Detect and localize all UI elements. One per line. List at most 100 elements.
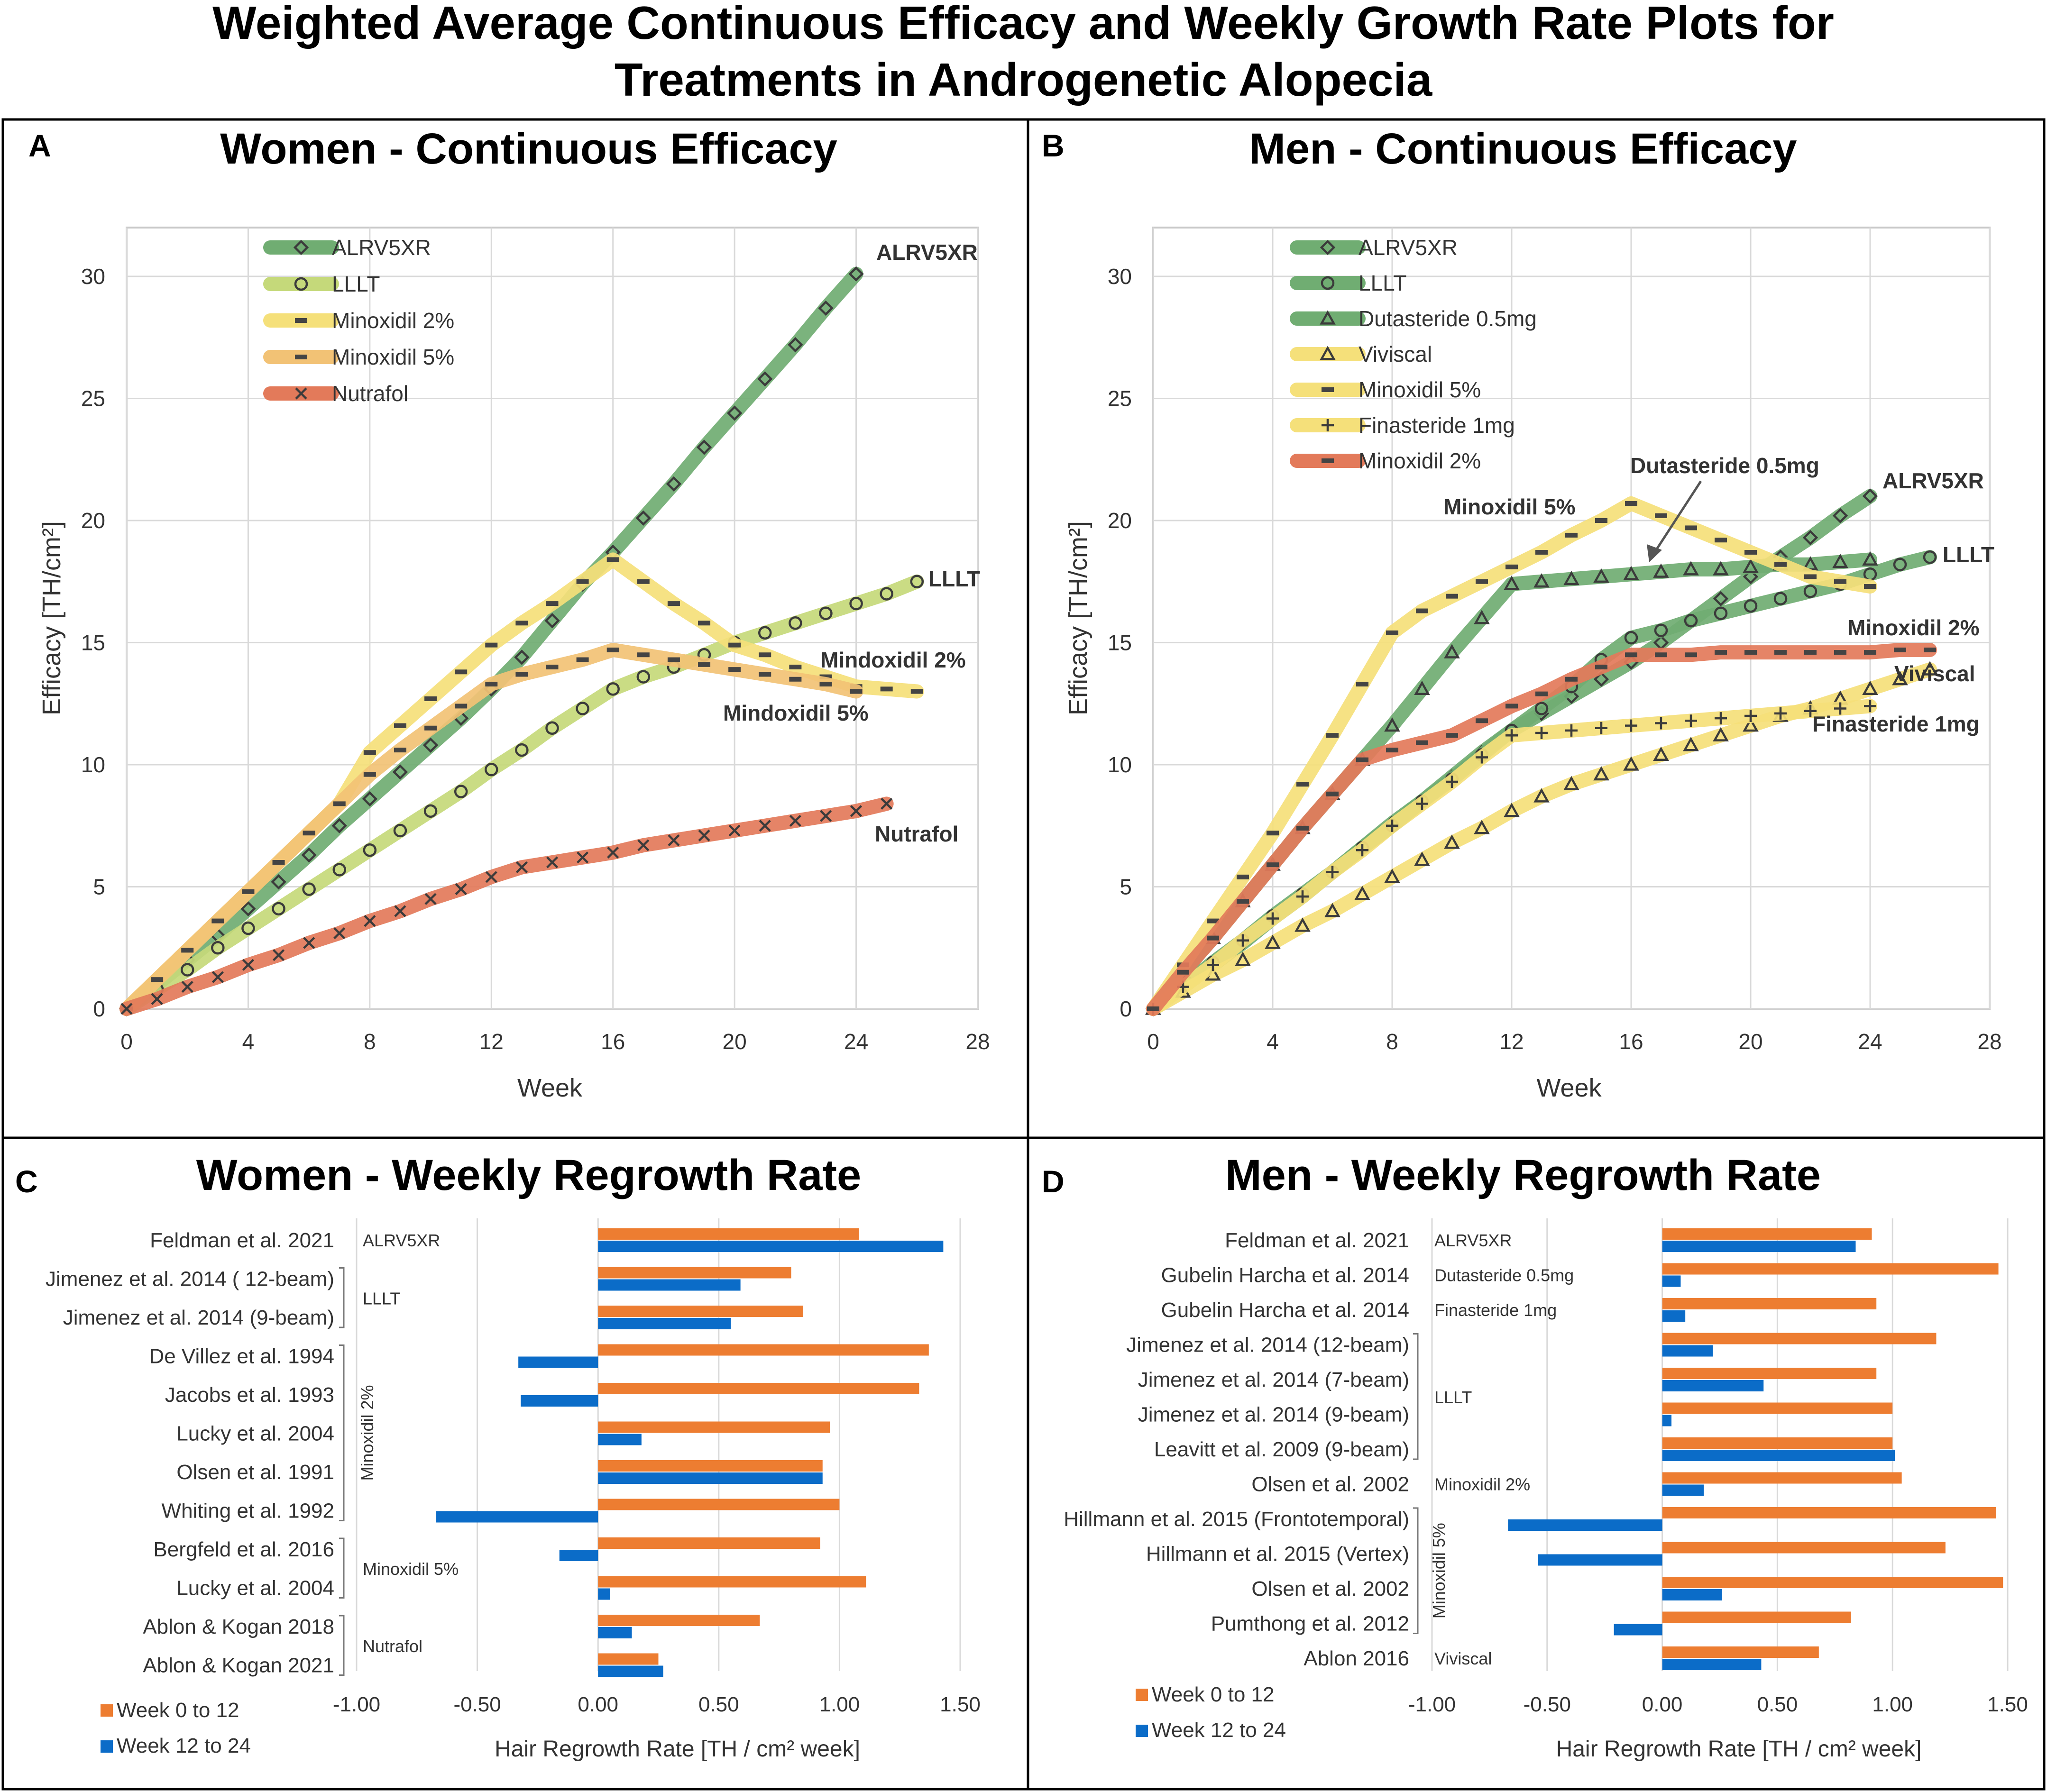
x-axis-label: Hair Regrowth Rate [TH / cm² week] [1556, 1737, 1922, 1762]
x-tick-label: 1.00 [819, 1693, 860, 1716]
data-point [546, 856, 559, 869]
x-tick-label: 4 [1267, 1029, 1279, 1054]
data-point [1593, 671, 1609, 687]
bar-week-0-to-12 [1662, 1472, 1902, 1484]
y-tick-label: 0 [1120, 997, 1132, 1021]
category-label: Pumthong et al. 2012 [1211, 1612, 1409, 1636]
group-bracket [339, 1615, 345, 1676]
data-point [1535, 691, 1548, 696]
data-point [819, 674, 832, 679]
data-point [881, 797, 893, 810]
data-point [1476, 751, 1488, 764]
series-nutrafol [119, 796, 894, 1016]
data-point [819, 606, 833, 620]
bar-week-0-to-12 [598, 1228, 859, 1240]
data-point [394, 905, 406, 917]
data-point [363, 843, 377, 857]
data-point [151, 993, 163, 1005]
data-point [1535, 549, 1548, 555]
data-point [819, 682, 832, 687]
data-point [1416, 797, 1428, 810]
series-line [119, 574, 924, 1016]
data-point [1655, 513, 1667, 518]
data-point [120, 1003, 133, 1015]
data-point [910, 689, 923, 694]
data-point [577, 851, 589, 864]
data-point [1265, 934, 1281, 949]
data-point [301, 847, 317, 863]
data-point [728, 824, 741, 837]
bar-week-12-to-24 [521, 1395, 598, 1407]
figure-title-line-1: Weighted Average Continuous Efficacy and… [212, 0, 1834, 49]
bar-week-12-to-24 [1662, 1450, 1895, 1461]
data-point [240, 901, 256, 917]
data-point [1386, 819, 1398, 832]
bar-week-12-to-24 [598, 1627, 632, 1638]
category-label: Ablon & Kogan 2021 [143, 1654, 334, 1677]
data-point [606, 557, 619, 562]
legend-swatch-week-0-to-12 [1136, 1689, 1148, 1701]
x-tick-label: 0.50 [1757, 1693, 1798, 1716]
data-point [1356, 844, 1368, 857]
y-tick-label: 5 [1120, 875, 1132, 899]
data-point [1743, 558, 1759, 573]
group-bracket [339, 1537, 345, 1599]
bar-week-12-to-24 [1662, 1380, 1764, 1391]
bar-week-12-to-24 [598, 1279, 741, 1291]
x-axis-label: Week [1536, 1074, 1602, 1102]
data-point [1147, 1006, 1159, 1011]
y-tick-label: 15 [1108, 631, 1132, 655]
bar-week-0-to-12 [1662, 1507, 1996, 1518]
category-label: Leavitt et al. 2009 (9-beam) [1154, 1438, 1409, 1461]
legend-label: ALRV5XR [332, 235, 431, 260]
bar-week-12-to-24 [1662, 1659, 1762, 1670]
x-tick-label: -1.00 [1408, 1693, 1456, 1716]
category-label: De Villez et al. 1994 [149, 1345, 334, 1368]
x-tick-label: -0.50 [453, 1693, 501, 1716]
data-point [758, 626, 772, 640]
bar-week-0-to-12 [598, 1537, 820, 1549]
x-tick-label: 12 [1499, 1029, 1524, 1054]
data-point [1773, 592, 1788, 606]
data-point [1444, 644, 1460, 658]
bar-week-0-to-12 [1662, 1333, 1937, 1344]
legend-label: Viviscal [1359, 342, 1432, 366]
data-point [514, 649, 530, 665]
data-point [455, 704, 468, 709]
annotation-label: ALRV5XR [876, 240, 978, 265]
bar-week-12-to-24 [436, 1511, 598, 1523]
data-point [392, 764, 408, 780]
data-point [819, 810, 832, 822]
legend-label: Minoxidil 5% [332, 345, 454, 369]
data-point [1923, 550, 1937, 564]
legend-label: Finasteride 1mg [1359, 413, 1515, 438]
bar-week-0-to-12 [1662, 1402, 1893, 1414]
bar-week-0-to-12 [1662, 1577, 2003, 1588]
data-point [485, 642, 498, 648]
y-axis-label: Efficacy [TH/cm²] [37, 521, 66, 715]
data-point [1804, 574, 1817, 579]
series-finasteride-1mg [1146, 699, 1877, 1016]
data-point [850, 805, 863, 817]
data-point [637, 839, 650, 851]
data-point [1237, 934, 1249, 947]
annotation-label: LLLT [1943, 542, 1994, 567]
panel-d-chart: D Men - Weekly Regrowth Rate -1.00 -0.50 0.0… [1042, 1151, 2028, 1762]
group-bracket [339, 1344, 345, 1521]
data-point [364, 915, 376, 927]
data-point [424, 893, 437, 905]
data-point [1386, 630, 1398, 635]
data-point [1505, 704, 1518, 709]
data-point [789, 677, 802, 682]
data-point [331, 818, 347, 833]
data-point [393, 823, 407, 838]
data-point [1267, 912, 1279, 925]
y-tick-label: 10 [1108, 752, 1132, 777]
group-label: Dutasteride 0.5mg [1434, 1266, 1574, 1285]
group-label: Nutrafol [363, 1637, 422, 1656]
legend-label: Nutrafol [332, 381, 408, 406]
panels: A Women - Continuous Efficacy 0 4 8 12 16 20 24 2… [15, 125, 2028, 1762]
data-point [1535, 727, 1548, 740]
data-point [1922, 661, 1938, 676]
data-point [515, 621, 528, 626]
